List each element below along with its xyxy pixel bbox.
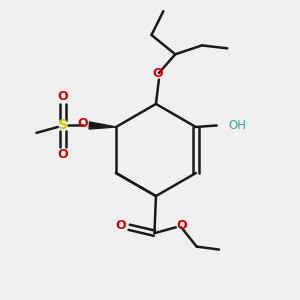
- Text: O: O: [77, 118, 88, 130]
- Text: O: O: [152, 67, 163, 80]
- Text: S: S: [58, 118, 68, 133]
- Text: O: O: [58, 90, 68, 104]
- Polygon shape: [89, 122, 116, 129]
- Text: O: O: [116, 219, 127, 232]
- Text: OH: OH: [229, 119, 247, 132]
- Text: O: O: [58, 148, 68, 160]
- Text: O: O: [176, 219, 187, 232]
